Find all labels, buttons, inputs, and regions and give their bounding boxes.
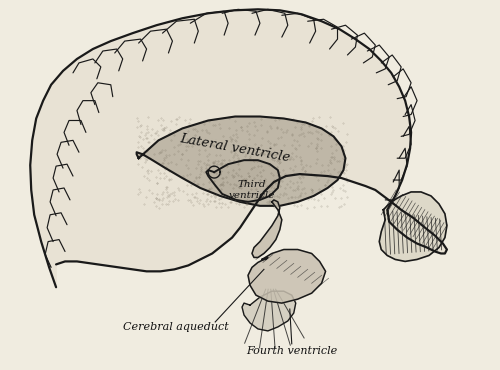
Polygon shape xyxy=(242,291,296,331)
Polygon shape xyxy=(252,200,282,258)
Text: Fourth ventricle: Fourth ventricle xyxy=(246,346,338,356)
Polygon shape xyxy=(206,160,280,202)
Polygon shape xyxy=(136,117,346,206)
Text: Third
ventricle: Third ventricle xyxy=(229,180,275,200)
Text: Lateral ventricle: Lateral ventricle xyxy=(179,132,292,164)
Polygon shape xyxy=(380,192,447,262)
Polygon shape xyxy=(30,9,447,287)
Polygon shape xyxy=(248,249,326,303)
Text: Cerebral aqueduct: Cerebral aqueduct xyxy=(122,322,228,332)
